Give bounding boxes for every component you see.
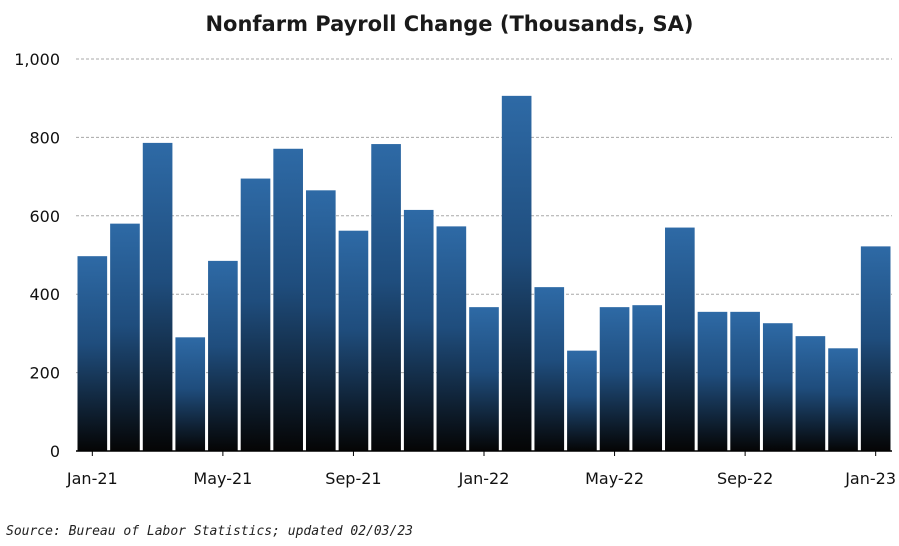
bar-oct-21 — [371, 144, 401, 451]
bar-jan-23 — [860, 246, 891, 451]
bar-dec-21 — [436, 226, 467, 451]
bar-jun-22 — [632, 305, 663, 451]
bar-jun-21 — [240, 178, 271, 451]
x-tick-label: Jan-22 — [458, 469, 510, 488]
source-note: Source: Bureau of Labor Statistics; upda… — [6, 524, 413, 539]
bar-sep-22 — [730, 311, 760, 451]
bar-aug-22 — [697, 311, 728, 451]
chart-title: Nonfarm Payroll Change (Thousands, SA) — [205, 12, 694, 36]
x-tick-labels: Jan-21 May-21 Sep-21 Jan-22 May-22 Sep-22 Jan-… — [66, 469, 896, 488]
y-tick-label: 0 — [50, 442, 60, 461]
bar-feb-21 — [110, 223, 140, 451]
y-tick-label: 200 — [29, 364, 60, 383]
axes — [76, 450, 892, 456]
bar-aug-21 — [305, 190, 336, 451]
bar-apr-22 — [567, 350, 597, 451]
bar-sep-21 — [338, 230, 369, 451]
bar-mar-22 — [534, 287, 565, 451]
y-tick-label: 400 — [29, 285, 60, 304]
x-tick-label: Jan-23 — [844, 469, 896, 488]
x-tick-label: Sep-21 — [325, 469, 381, 488]
y-tick-labels: 0 200 400 600 800 1,000 — [14, 50, 60, 461]
bar-nov-22 — [795, 336, 826, 451]
y-tick-label: 600 — [29, 207, 60, 226]
bar-nov-21 — [403, 209, 434, 451]
x-tick-label: May-22 — [585, 469, 644, 488]
bar-feb-22 — [501, 95, 532, 451]
bar-may-21 — [208, 260, 238, 451]
x-tick-label: Jan-21 — [66, 469, 118, 488]
bar-jul-22 — [665, 227, 695, 451]
bar-jan-21 — [77, 256, 108, 451]
bar-jul-21 — [273, 148, 303, 451]
bar-oct-22 — [762, 323, 793, 451]
bars — [77, 95, 891, 451]
y-tick-label: 800 — [29, 128, 60, 147]
bar-jan-22 — [469, 307, 499, 451]
bar-mar-21 — [142, 142, 173, 451]
x-tick-label: May-21 — [193, 469, 252, 488]
bar-may-22 — [599, 307, 630, 451]
y-tick-label: 1,000 — [14, 50, 60, 69]
bar-dec-22 — [828, 348, 858, 451]
x-tick-label: Sep-22 — [717, 469, 773, 488]
bar-apr-21 — [175, 337, 206, 451]
